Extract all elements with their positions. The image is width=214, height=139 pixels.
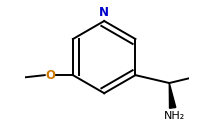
Text: N: N xyxy=(99,6,109,19)
Text: NH₂: NH₂ xyxy=(164,111,186,121)
Text: O: O xyxy=(45,69,55,82)
Polygon shape xyxy=(169,83,176,108)
